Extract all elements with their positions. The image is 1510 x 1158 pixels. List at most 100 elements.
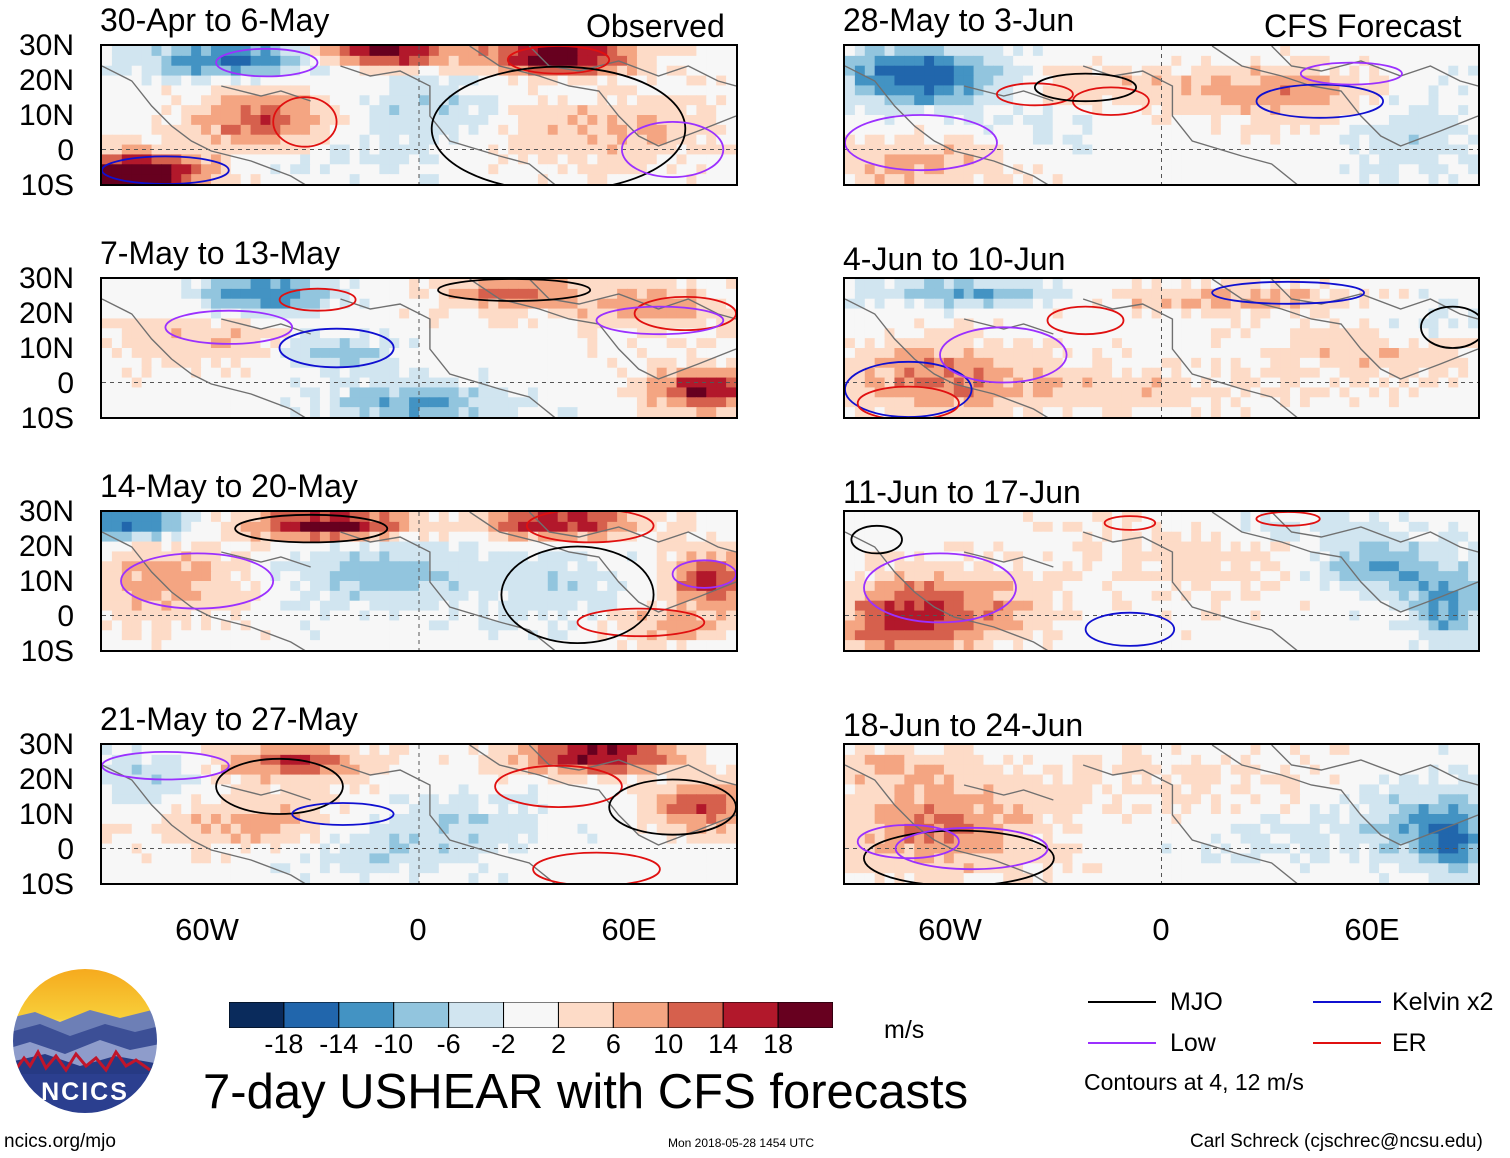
- ushear-cell: [220, 640, 232, 650]
- ushear-cell: [161, 640, 172, 650]
- ushear-cell: [726, 531, 736, 543]
- ushear-cell: [210, 541, 222, 553]
- ushear-cell: [716, 630, 727, 641]
- ushear-cell: [428, 367, 440, 379]
- ushear-cell: [1230, 174, 1242, 184]
- ushear-cell: [845, 288, 856, 300]
- ushear-cell: [161, 95, 172, 106]
- ushear-cell: [1408, 279, 1420, 290]
- ushear-cell: [290, 833, 301, 845]
- ushear-cell: [726, 397, 736, 408]
- ushear-cell: [270, 357, 281, 369]
- ushear-cell: [1171, 46, 1182, 57]
- ushear-cell: [1082, 134, 1093, 146]
- ushear-cell: [508, 521, 519, 533]
- ushear-cell: [617, 541, 628, 553]
- ushear-cell: [597, 551, 608, 562]
- ushear-cell: [478, 154, 489, 165]
- ushear-cell: [943, 288, 955, 300]
- ushear-cell: [329, 873, 341, 883]
- ushear-cell: [636, 764, 648, 776]
- ushear-cell: [696, 754, 707, 766]
- ushear-cell: [151, 95, 163, 106]
- ushear-cell: [904, 75, 915, 87]
- ushear-cell: [894, 279, 905, 290]
- ushear-cell: [240, 65, 252, 77]
- ushear-cell: [240, 823, 252, 835]
- ushear-cell: [260, 620, 272, 631]
- ushear-cell: [1151, 154, 1163, 165]
- ushear-cell: [1191, 105, 1202, 116]
- ushear-cell: [369, 387, 380, 398]
- ushear-cell: [339, 308, 351, 320]
- ushear-cell: [1052, 55, 1064, 67]
- ushear-cell: [102, 561, 113, 572]
- ushear-cell: [329, 46, 341, 57]
- ushear-cell: [1468, 95, 1478, 106]
- ushear-cell: [171, 328, 182, 339]
- ushear-cell: [201, 298, 212, 310]
- ushear-cell: [191, 620, 202, 631]
- ushear-cell: [1299, 279, 1311, 290]
- ushear-cell: [686, 804, 697, 815]
- ushear-cell: [349, 853, 361, 864]
- ushear-cell: [617, 124, 628, 136]
- ushear-cell: [518, 288, 529, 300]
- ushear-cell: [230, 328, 242, 339]
- ushear-cell: [527, 843, 539, 855]
- ushear-cell: [102, 105, 113, 116]
- ushear-cell: [1359, 298, 1370, 310]
- ushear-cell: [577, 164, 589, 175]
- ushear-cell: [845, 279, 856, 290]
- wave-contour: [595, 305, 725, 336]
- ushear-cell: [498, 512, 509, 523]
- ushear-cell: [329, 397, 341, 408]
- ushear-cell: [102, 55, 113, 67]
- ushear-cell: [290, 55, 301, 67]
- ushear-cell: [1181, 308, 1192, 320]
- ushear-cell: [201, 551, 212, 562]
- ushear-cell: [399, 541, 410, 553]
- ushear-cell: [587, 308, 598, 320]
- ushear-cell: [171, 764, 182, 776]
- ushear-cell: [428, 610, 440, 622]
- ushear-cell: [389, 348, 400, 359]
- ushear-cell: [924, 134, 935, 146]
- ushear-cell: [121, 863, 133, 874]
- ushear-cell: [448, 387, 460, 398]
- ushear-cell: [607, 873, 618, 883]
- ushear-cell: [220, 154, 232, 165]
- ushear-cell: [220, 541, 232, 553]
- ushear-cell: [627, 397, 638, 408]
- ushear-cell: [973, 318, 985, 329]
- ushear-cell: [478, 407, 489, 417]
- ushear-cell: [448, 75, 460, 87]
- ushear-cell: [369, 630, 380, 641]
- ushear-cell: [1102, 308, 1113, 320]
- ushear-cell: [448, 745, 460, 756]
- ushear-cell: [488, 338, 499, 349]
- ushear-cell: [706, 804, 717, 815]
- ushear-cell: [181, 328, 192, 339]
- ushear-cell: [230, 873, 242, 883]
- ushear-cell: [1329, 65, 1341, 77]
- ushear-cell: [290, 308, 301, 320]
- ushear-cell: [636, 754, 648, 766]
- ushear-cell: [1369, 154, 1380, 165]
- ushear-cell: [399, 853, 410, 864]
- ushear-cell: [537, 124, 549, 136]
- ushear-cell: [696, 46, 707, 57]
- ushear-cell: [102, 75, 113, 87]
- ushear-cell: [518, 754, 529, 766]
- ushear-cell: [1052, 144, 1064, 156]
- ushear-cell: [1379, 154, 1390, 165]
- ushear-cell: [963, 105, 975, 116]
- ushear-cell: [587, 279, 598, 290]
- ushear-cell: [240, 298, 252, 310]
- ushear-cell: [1102, 55, 1113, 67]
- ushear-cell: [963, 164, 975, 175]
- ushear-cell: [250, 640, 262, 650]
- ushear-cell: [409, 571, 420, 582]
- ushear-cell: [537, 65, 549, 77]
- ushear-cell: [1112, 65, 1123, 77]
